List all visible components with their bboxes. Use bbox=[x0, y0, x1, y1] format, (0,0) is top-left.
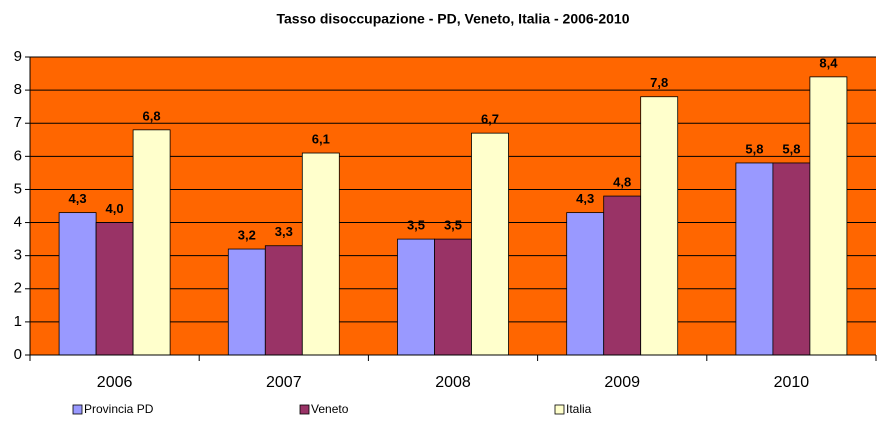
value-label: 3,2 bbox=[238, 227, 256, 242]
y-tick-label: 3 bbox=[14, 247, 22, 264]
y-tick-label: 4 bbox=[14, 214, 22, 231]
chart-title: Tasso disoccupazione - PD, Veneto, Itali… bbox=[277, 11, 630, 27]
y-tick-label: 7 bbox=[14, 114, 22, 131]
x-tick-label: 2010 bbox=[774, 374, 810, 391]
value-label: 7,8 bbox=[650, 75, 668, 90]
legend-label: Italia bbox=[566, 402, 592, 416]
legend-label: Provincia PD bbox=[84, 402, 154, 416]
legend-swatch bbox=[72, 404, 83, 415]
value-label: 8,4 bbox=[819, 55, 838, 70]
value-label: 3,5 bbox=[407, 218, 425, 233]
y-tick-label: 0 bbox=[14, 346, 22, 363]
bar bbox=[264, 245, 303, 356]
bar bbox=[434, 238, 472, 356]
y-tick-label: 9 bbox=[14, 48, 22, 65]
bar bbox=[95, 222, 134, 356]
bar bbox=[471, 132, 509, 356]
value-label: 3,3 bbox=[275, 224, 293, 239]
y-tick-label: 8 bbox=[14, 81, 22, 98]
bar bbox=[566, 212, 605, 356]
value-label: 6,8 bbox=[143, 108, 161, 123]
x-tick-label: 2008 bbox=[435, 374, 471, 391]
value-label: 5,8 bbox=[745, 141, 763, 156]
bar bbox=[227, 248, 266, 356]
bar bbox=[735, 162, 774, 356]
bar bbox=[603, 195, 642, 356]
value-label: 6,7 bbox=[481, 112, 499, 127]
bar bbox=[132, 129, 171, 356]
value-label: 4,3 bbox=[576, 191, 594, 206]
y-tick-label: 2 bbox=[14, 280, 22, 297]
x-tick-label: 2009 bbox=[604, 374, 640, 391]
value-label: 6,1 bbox=[312, 131, 330, 146]
bar bbox=[809, 76, 848, 356]
bar bbox=[397, 238, 435, 356]
value-label: 3,5 bbox=[444, 218, 462, 233]
y-tick-label: 6 bbox=[14, 147, 22, 164]
legend-swatch bbox=[554, 404, 565, 415]
bar bbox=[640, 96, 679, 356]
y-tick-label: 5 bbox=[14, 180, 22, 197]
y-tick-label: 1 bbox=[14, 313, 22, 330]
value-label: 4,0 bbox=[106, 201, 124, 216]
value-label: 4,3 bbox=[69, 191, 87, 206]
bar bbox=[301, 152, 340, 356]
bar bbox=[58, 212, 97, 356]
legend-swatch bbox=[299, 404, 310, 415]
bar bbox=[772, 162, 811, 356]
x-tick-label: 2007 bbox=[266, 374, 302, 391]
x-tick-label: 2006 bbox=[97, 374, 133, 391]
legend-label: Veneto bbox=[311, 402, 349, 416]
value-label: 4,8 bbox=[613, 175, 631, 190]
value-label: 5,8 bbox=[782, 141, 800, 156]
